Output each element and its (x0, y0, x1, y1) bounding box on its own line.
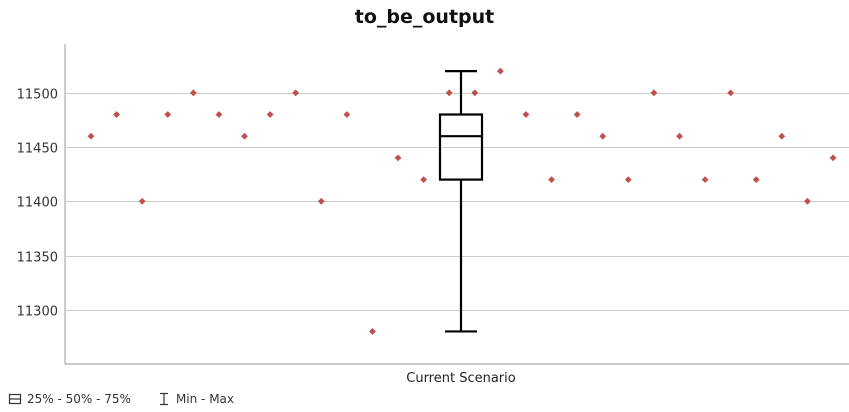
data-point (420, 176, 428, 183)
data-point (241, 132, 248, 140)
min-max-whisker-icon (159, 392, 168, 406)
data-point (548, 176, 555, 183)
data-point (624, 176, 632, 183)
data-point (164, 111, 172, 118)
data-point (599, 132, 607, 140)
data-point (292, 89, 300, 97)
data-point (471, 89, 479, 97)
quartile-box-icon (8, 393, 22, 405)
data-point (727, 89, 735, 97)
data-point (496, 67, 504, 75)
data-point (573, 111, 581, 118)
data-point (343, 111, 351, 118)
legend-item-min-max: Min - Max (157, 392, 234, 406)
data-point (522, 111, 530, 118)
y-tick-label: 11500 (17, 88, 58, 103)
y-tick-label: 11350 (17, 251, 58, 266)
data-point (215, 111, 223, 118)
data-point (676, 132, 683, 140)
legend-item-quartiles: 25% - 50% - 75% (8, 392, 131, 406)
y-tick-label: 11300 (17, 305, 58, 320)
y-tick-label: 11450 (17, 142, 58, 157)
iqr-box (438, 113, 484, 181)
legend: 25% - 50% - 75% Min - Max (8, 392, 260, 406)
chart-title: to_be_output (354, 6, 495, 28)
data-point (266, 111, 274, 118)
x-category-label: Current Scenario (406, 371, 516, 386)
data-point (394, 154, 402, 162)
data-point (189, 89, 197, 97)
data-point (445, 89, 453, 97)
data-point (369, 328, 376, 335)
y-tick-label: 11400 (17, 196, 58, 211)
data-point (317, 197, 325, 205)
data-point (778, 132, 786, 140)
data-point (113, 111, 120, 118)
data-point (701, 176, 709, 183)
legend-label-min-max: Min - Max (175, 392, 234, 406)
legend-label-quartiles: 25% - 50% - 75% (27, 392, 131, 406)
data-point (829, 154, 837, 162)
data-point (752, 176, 760, 183)
data-point (804, 197, 811, 205)
data-point (87, 132, 95, 140)
data-point (650, 89, 658, 97)
data-point (138, 197, 146, 205)
